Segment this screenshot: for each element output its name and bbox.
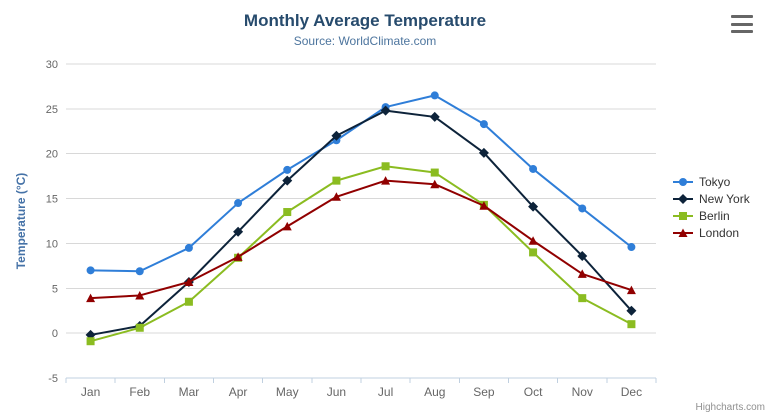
data-point-marker xyxy=(430,179,440,189)
data-point-marker xyxy=(135,290,145,300)
y-axis-tick-label: 20 xyxy=(46,149,58,161)
data-point-marker xyxy=(577,250,588,261)
data-point-marker xyxy=(86,266,95,275)
x-axis-tick-label: Oct xyxy=(524,385,543,399)
legend-label: New York xyxy=(699,191,750,206)
x-axis-tick-label: Sep xyxy=(473,385,495,399)
x-axis-tick-label: Apr xyxy=(229,385,248,399)
data-point-marker xyxy=(331,130,342,141)
x-axis-tick-label: Mar xyxy=(179,385,200,399)
data-point-marker xyxy=(234,199,243,208)
legend-item-london[interactable]: London xyxy=(672,224,750,241)
y-axis-tick-label: 5 xyxy=(52,283,58,295)
legend-item-new-york[interactable]: New York xyxy=(672,190,750,207)
chart-title: Monthly Average Temperature xyxy=(243,11,487,30)
data-point-marker xyxy=(86,293,96,303)
data-point-marker xyxy=(528,236,538,245)
legend-marker-square-icon xyxy=(673,211,693,220)
data-point-marker xyxy=(578,204,587,213)
data-point-marker xyxy=(479,201,489,210)
series-line xyxy=(89,109,633,336)
series-london xyxy=(86,176,636,303)
y-axis-tick-label: 25 xyxy=(46,104,58,116)
series-line xyxy=(89,165,633,343)
y-axis-title: Temperature (°C) xyxy=(14,173,28,270)
x-axis-tick-label: Jul xyxy=(378,385,393,399)
data-point-marker xyxy=(429,111,440,122)
chart-legend: Tokyo New York Berlin London xyxy=(672,173,750,241)
legend-marker-circle-icon xyxy=(673,177,693,186)
highcharts-credits-link[interactable]: Highcharts.com xyxy=(695,402,765,413)
legend-item-tokyo[interactable]: Tokyo xyxy=(672,173,750,190)
chart-context-menu-button[interactable] xyxy=(731,15,753,33)
data-point-marker xyxy=(528,201,539,212)
data-point-marker xyxy=(184,277,194,287)
y-axis-tick-label: 10 xyxy=(46,238,58,250)
data-point-marker xyxy=(627,320,636,329)
legend-label: Berlin xyxy=(699,208,730,223)
data-point-marker xyxy=(430,168,439,177)
x-axis-tick-label: Jun xyxy=(327,385,346,399)
data-point-marker xyxy=(381,162,390,171)
data-point-marker xyxy=(135,323,144,332)
x-axis-tick-label: Dec xyxy=(621,385,642,399)
data-point-marker xyxy=(283,165,292,174)
data-point-marker xyxy=(283,208,292,217)
data-point-marker xyxy=(626,305,637,316)
series-line xyxy=(89,179,633,300)
hamburger-icon xyxy=(731,15,753,18)
hamburger-icon xyxy=(731,22,753,26)
x-axis-tick-label: Nov xyxy=(572,385,593,399)
series-new-york xyxy=(85,105,637,340)
data-point-marker xyxy=(233,226,244,237)
hamburger-icon xyxy=(731,30,753,33)
series-line xyxy=(89,94,633,273)
data-point-marker xyxy=(135,267,144,276)
data-point-marker xyxy=(479,120,488,129)
data-point-marker xyxy=(380,105,391,116)
legend-item-berlin[interactable]: Berlin xyxy=(672,207,750,224)
data-point-marker xyxy=(679,211,687,220)
y-axis-tick-label: 0 xyxy=(52,328,58,340)
series-tokyo xyxy=(86,91,636,276)
legend-marker-triangle-icon xyxy=(673,228,693,237)
data-point-marker xyxy=(529,164,538,173)
y-axis-tick-label: 15 xyxy=(46,194,58,206)
x-axis-tick-label: Feb xyxy=(129,385,150,399)
data-point-marker xyxy=(430,91,439,100)
series-berlin xyxy=(86,162,636,346)
data-point-marker xyxy=(184,297,193,306)
data-point-marker xyxy=(282,221,292,231)
data-point-marker xyxy=(381,176,391,185)
data-point-marker xyxy=(678,228,688,237)
data-point-marker xyxy=(679,177,687,186)
chart-subtitle: Source: WorldClimate.com xyxy=(293,34,437,48)
y-axis-tick-label: 30 xyxy=(46,59,58,71)
x-axis-tick-label: Jan xyxy=(81,385,100,399)
data-point-marker xyxy=(233,252,243,261)
data-point-marker xyxy=(578,294,587,303)
legend-label: Tokyo xyxy=(699,174,731,189)
data-point-marker xyxy=(184,243,193,252)
data-point-marker xyxy=(86,337,95,346)
data-point-marker xyxy=(626,285,636,295)
data-point-marker xyxy=(577,269,587,278)
legend-label: London xyxy=(699,225,740,240)
data-point-marker xyxy=(529,248,538,257)
data-point-marker xyxy=(282,175,293,186)
data-point-marker xyxy=(627,243,636,252)
x-axis-tick-label: May xyxy=(276,385,299,399)
data-point-marker xyxy=(678,193,688,204)
x-axis-tick-label: Aug xyxy=(424,385,445,399)
legend-marker-diamond-icon xyxy=(673,193,693,204)
data-point-marker xyxy=(478,147,489,158)
y-axis-tick-label: -5 xyxy=(48,373,58,385)
data-point-marker xyxy=(331,192,341,201)
data-point-marker xyxy=(332,176,341,185)
